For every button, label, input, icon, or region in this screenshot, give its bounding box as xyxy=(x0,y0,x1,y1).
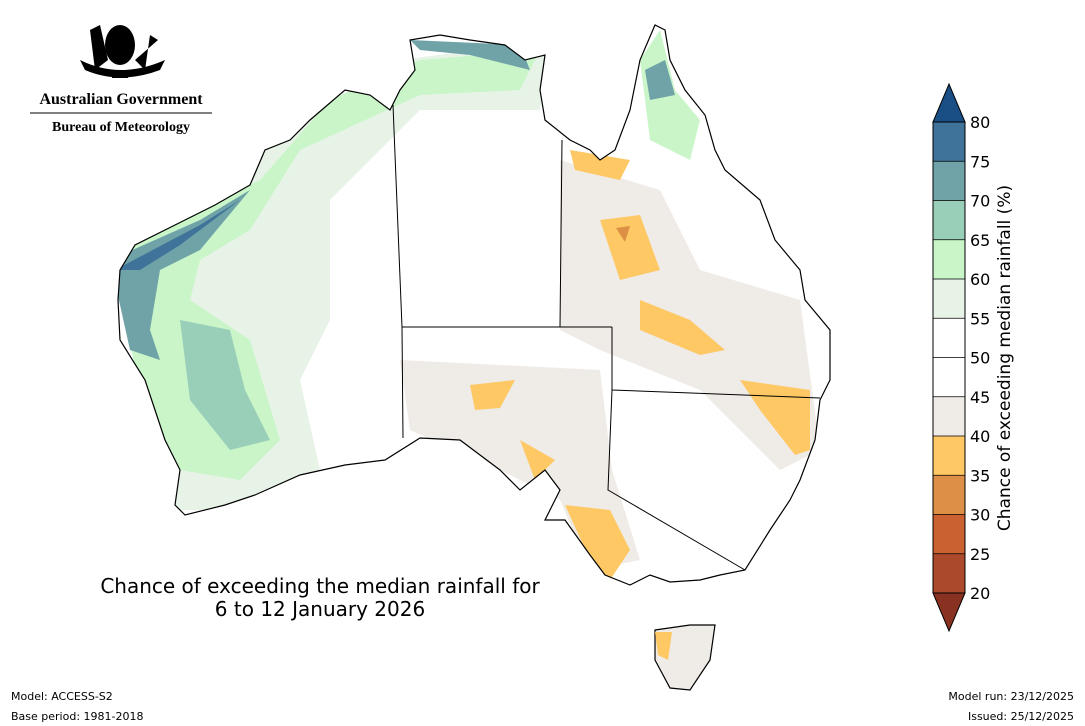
colorbar-tick-label: 80 xyxy=(970,113,990,132)
colorbar-band xyxy=(933,514,965,554)
model-run: Model run: 23/12/2025 xyxy=(948,690,1074,703)
colorbar: 20 25 30 35 40 45 50 55 60 65 70 75 80 xyxy=(932,82,990,633)
map-title: Chance of exceeding the median rainfall … xyxy=(100,574,540,598)
colorbar-band xyxy=(933,396,965,436)
crest xyxy=(80,25,165,78)
agency: Australian Government xyxy=(39,91,203,108)
colorbar-tick-label: 40 xyxy=(970,427,990,446)
base-period: Base period: 1981-2018 xyxy=(11,710,143,723)
colorbar-tick-label: 20 xyxy=(970,584,990,603)
colorbar-band xyxy=(933,318,965,358)
colorbar-band xyxy=(933,436,965,476)
colorbar-band xyxy=(933,239,965,279)
colorbar-band xyxy=(933,279,965,319)
colorbar-tick-label: 70 xyxy=(970,192,990,211)
colorbar-extend-high xyxy=(932,82,966,123)
colorbar-tick-label: 35 xyxy=(970,466,990,485)
colorbar-band xyxy=(933,161,965,201)
map-fill xyxy=(118,25,830,585)
bureau: Bureau of Meteorology xyxy=(52,120,190,135)
issued: Issued: 25/12/2025 xyxy=(968,710,1074,723)
colorbar-tick-label: 45 xyxy=(970,388,990,407)
tasmania-fill xyxy=(655,632,672,660)
colorbar-tick-label: 25 xyxy=(970,545,990,564)
colorbar-band xyxy=(933,200,965,240)
colorbar-tick-label: 65 xyxy=(970,231,990,250)
colorbar-band xyxy=(933,475,965,515)
model: Model: ACCESS-S2 xyxy=(11,690,113,703)
map-title: 6 to 12 January 2026 xyxy=(215,597,425,621)
colorbar-band xyxy=(933,553,965,593)
colorbar-tick-label: 50 xyxy=(970,349,990,368)
colorbar-tick-label: 75 xyxy=(970,152,990,171)
colorbar-tick-label: 60 xyxy=(970,270,990,289)
colorbar-extend-low xyxy=(932,592,966,633)
colorbar-band xyxy=(933,122,965,162)
colorbar-band xyxy=(933,357,965,397)
colorbar-label: Chance of exceeding median rainfall (%) xyxy=(995,185,1015,531)
state-borders xyxy=(392,104,821,571)
colorbar-tick-label: 30 xyxy=(970,506,990,525)
colorbar-tick-label: 55 xyxy=(970,309,990,328)
